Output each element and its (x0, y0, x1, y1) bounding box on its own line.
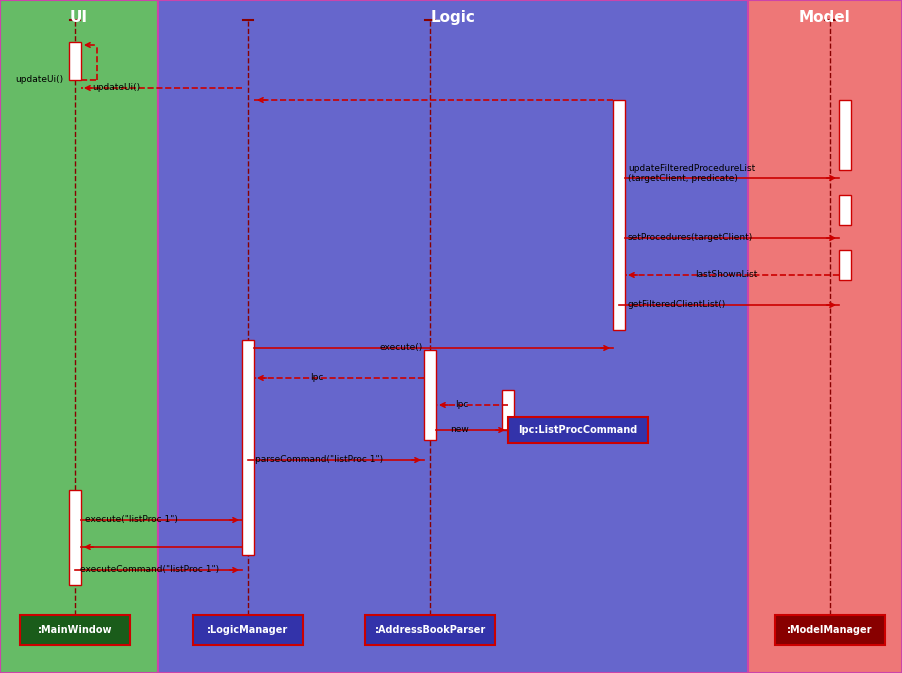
Text: lastShownList: lastShownList (695, 270, 758, 279)
Text: Logic: Logic (430, 10, 475, 25)
Text: Model: Model (799, 10, 851, 25)
Bar (365, 615, 495, 645)
Text: getFilteredClientList(): getFilteredClientList() (628, 300, 726, 309)
Text: updateUi(): updateUi() (92, 83, 140, 92)
Bar (242, 340, 254, 555)
Bar (20, 615, 130, 645)
Bar (839, 195, 851, 225)
Bar (748, 0, 902, 673)
Text: :MainWindow: :MainWindow (38, 625, 112, 635)
Text: updateUi(): updateUi() (15, 75, 63, 84)
Text: :AddressBookParser: :AddressBookParser (374, 625, 485, 635)
Text: lpc: lpc (310, 373, 324, 382)
Text: lpc:ListProcCommand: lpc:ListProcCommand (519, 425, 638, 435)
Text: lpc: lpc (455, 400, 468, 409)
Text: execute("listProc 1"): execute("listProc 1") (85, 515, 178, 524)
Bar (69, 42, 81, 80)
Text: updateFilteredProcedureList
(targetClient, predicate): updateFilteredProcedureList (targetClien… (628, 164, 755, 183)
Bar (158, 0, 748, 673)
Text: parseCommand("listProc 1"): parseCommand("listProc 1") (255, 455, 383, 464)
Text: new: new (450, 425, 469, 434)
Text: :ModelManager: :ModelManager (787, 625, 873, 635)
Bar (502, 390, 514, 430)
Text: execute(): execute() (380, 343, 423, 352)
Bar (424, 350, 436, 440)
Bar (193, 615, 303, 645)
Bar (613, 100, 625, 330)
Bar (69, 490, 81, 585)
Text: setProcedures(targetClient): setProcedures(targetClient) (628, 233, 753, 242)
Bar (839, 100, 851, 170)
Bar (775, 615, 885, 645)
Text: :LogicManager: :LogicManager (207, 625, 289, 635)
Bar (508, 417, 648, 443)
Text: UI: UI (70, 10, 88, 25)
Text: executeCommand("listProc 1"): executeCommand("listProc 1") (80, 565, 219, 574)
Bar (0, 0, 158, 673)
Bar (839, 250, 851, 280)
